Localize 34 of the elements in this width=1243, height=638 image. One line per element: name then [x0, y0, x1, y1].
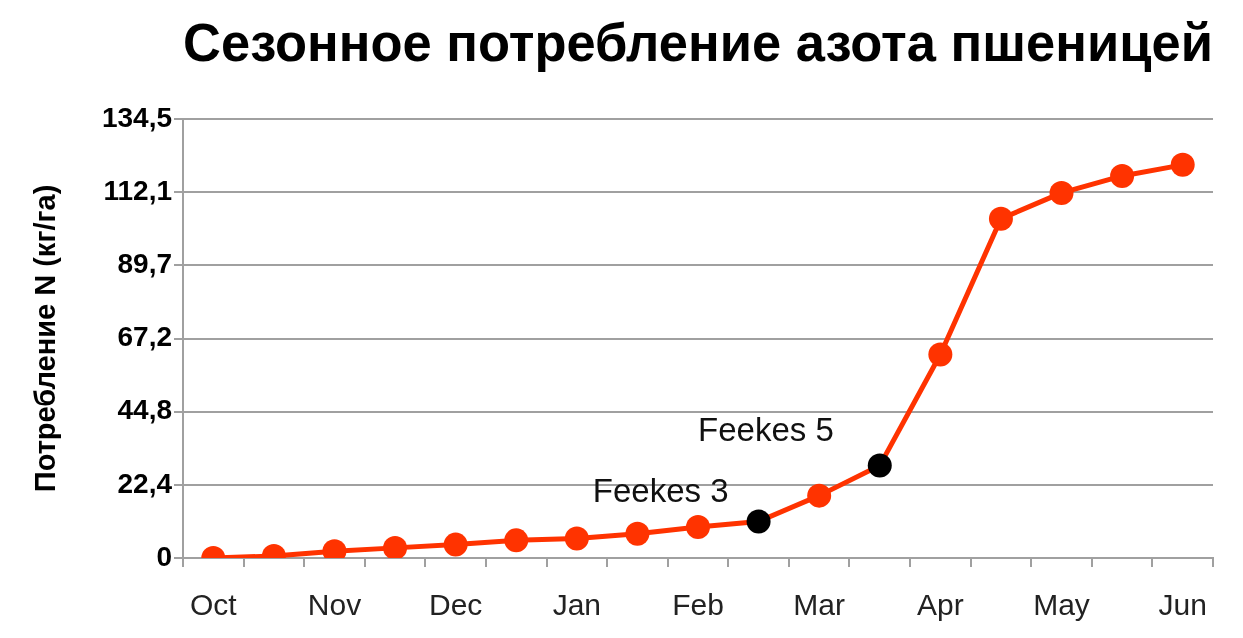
- point: [383, 535, 408, 558]
- point: [564, 526, 589, 551]
- x-tick-label: Dec: [428, 588, 483, 622]
- y-tick-label: 134,5: [101, 101, 172, 133]
- point: [625, 521, 650, 546]
- point: [928, 342, 953, 367]
- x-tick-label: Apr: [917, 588, 964, 622]
- point: [807, 483, 832, 508]
- y-tick-label: 89,7: [117, 247, 172, 279]
- y-tick-label: 22,4: [117, 467, 173, 499]
- point: [1170, 152, 1195, 177]
- x-tick-label: May: [1033, 588, 1090, 622]
- y-tick-label: 44,8: [117, 394, 172, 426]
- y-axis-title: Потребление N (кг/га): [29, 184, 62, 493]
- y-tick-label: 67,2: [117, 321, 172, 353]
- x-tick-label: Oct: [189, 588, 238, 622]
- y-tick-label: 0: [156, 540, 172, 572]
- point: [1049, 180, 1074, 205]
- point: [443, 532, 468, 557]
- point: [1110, 163, 1135, 188]
- point: [504, 528, 529, 553]
- x-tick-label: Jan: [552, 588, 602, 622]
- x-tick-label: Nov: [307, 588, 362, 622]
- chart-title: Сезонное потребление азота пшеницей: [183, 12, 1213, 73]
- y-tick-label: 112,1: [103, 174, 172, 206]
- annotation: Feekes 5: [698, 410, 834, 448]
- point: [746, 509, 771, 534]
- point: [686, 514, 710, 539]
- x-tick-label: Mar: [793, 588, 846, 622]
- annotation: Feekes 3: [592, 472, 729, 510]
- x-tick-label: Jun: [1158, 588, 1207, 622]
- point: [988, 206, 1013, 231]
- point: [867, 453, 892, 478]
- x-tick-label: Feb: [672, 588, 724, 622]
